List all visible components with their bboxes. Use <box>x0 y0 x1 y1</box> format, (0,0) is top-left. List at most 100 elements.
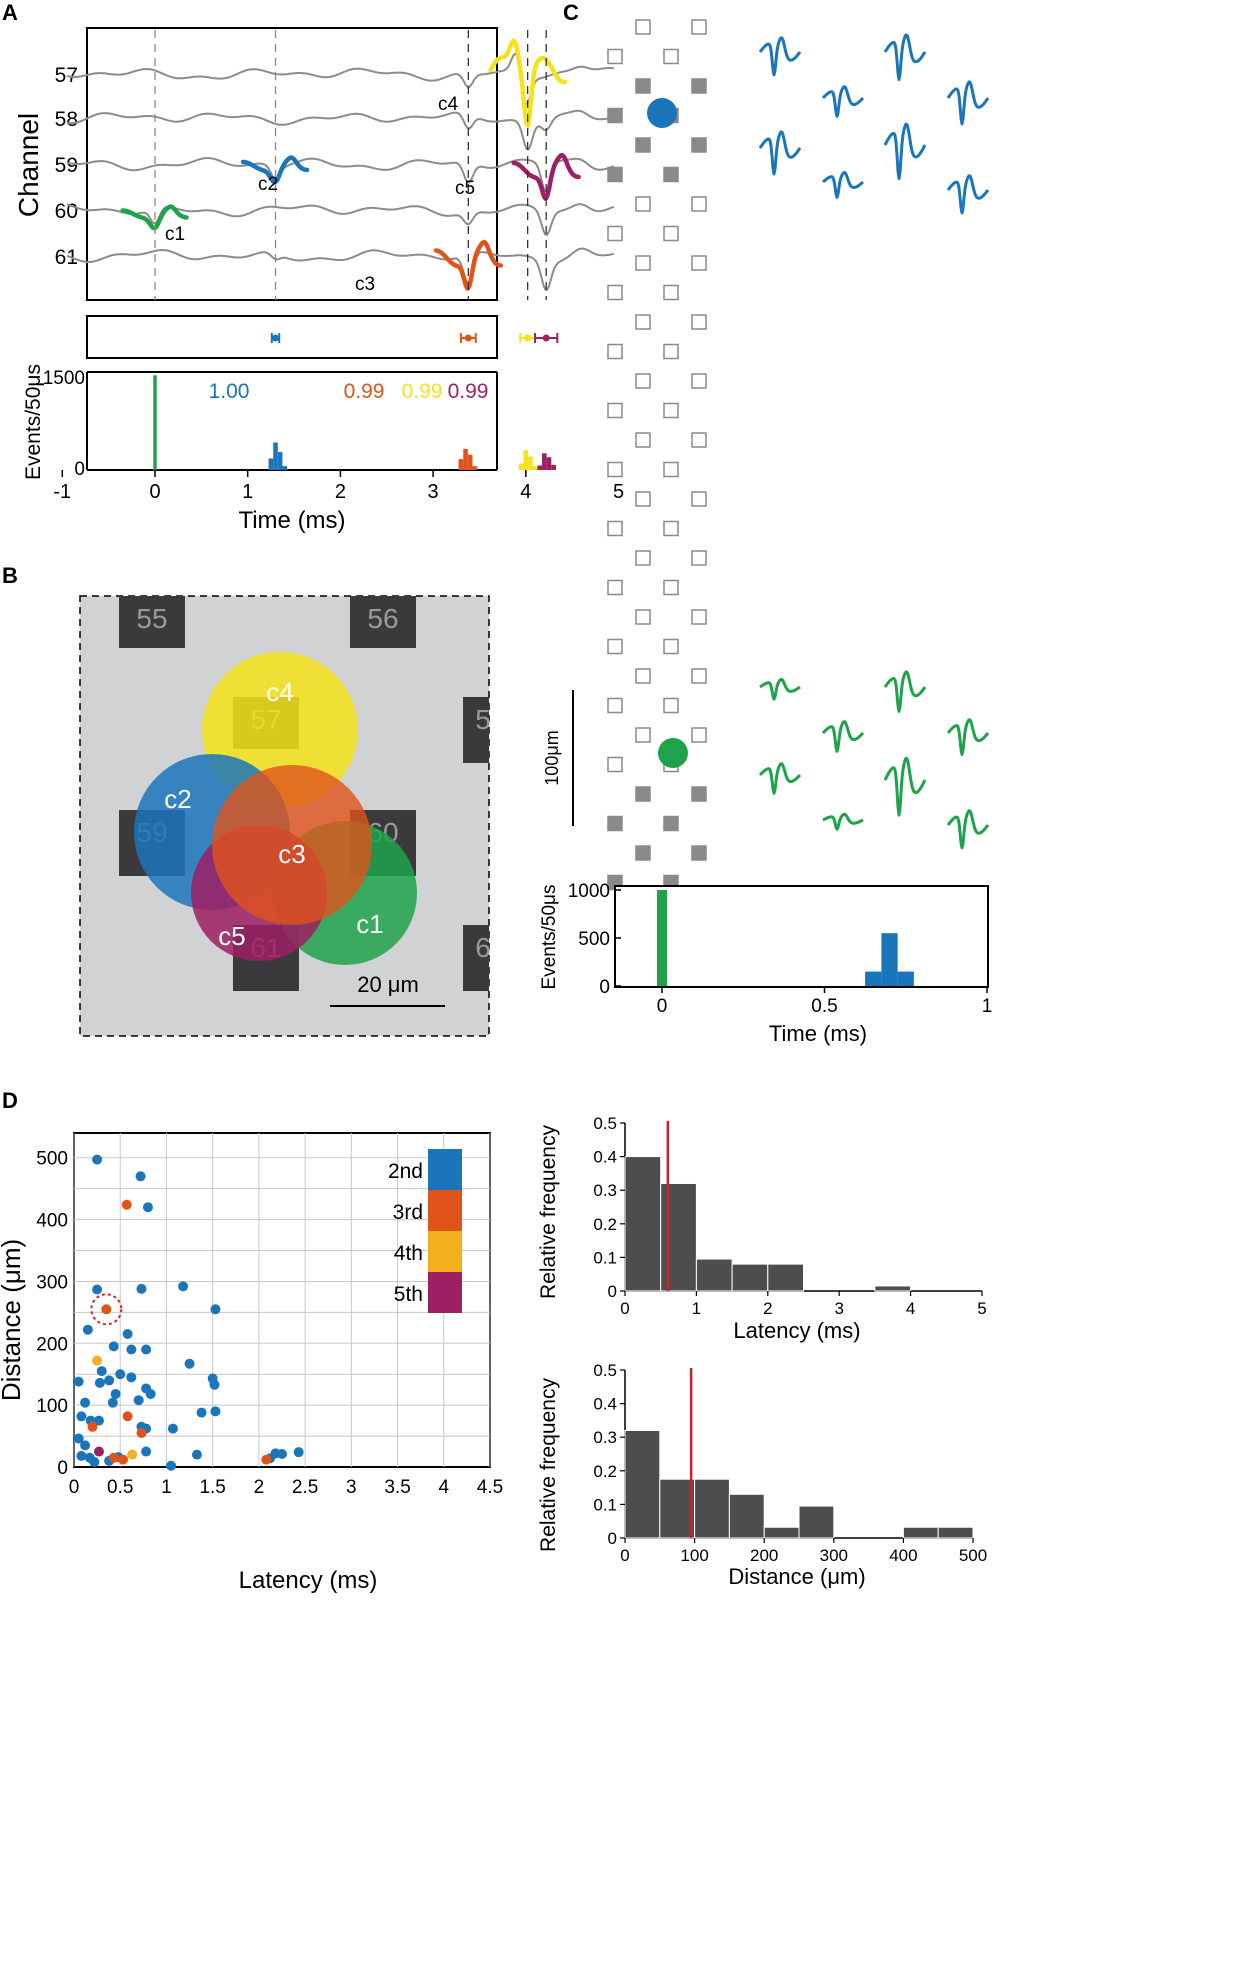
trace-channel-58 <box>66 109 614 151</box>
xtick-label: 5 <box>977 1299 986 1318</box>
probe-site <box>607 638 623 655</box>
channel-label-57: 57 <box>55 64 78 87</box>
green-waveform <box>822 812 864 831</box>
hist-bar-c5 <box>542 453 547 470</box>
errorbar-mean <box>464 334 472 342</box>
electrode-label: 55 <box>136 603 167 634</box>
probe-site <box>691 314 707 330</box>
probe-site <box>691 550 707 566</box>
scatter-point-2nd <box>191 1449 202 1460</box>
ytick-label: 0.2 <box>593 1462 617 1481</box>
probe-site <box>607 697 623 714</box>
hist-bar-c2 <box>273 442 278 470</box>
electrode-55 <box>119 596 185 648</box>
xtick-label: 3 <box>428 481 439 503</box>
probe-site <box>663 638 679 655</box>
green-waveform <box>759 677 801 701</box>
histogram-ylabel: Events/50μs <box>22 364 45 480</box>
hist-c-bar-green <box>657 890 667 986</box>
blue-soma-marker <box>647 98 677 128</box>
electrode-5 <box>463 697 489 763</box>
xtick-label: 4 <box>906 1299 915 1318</box>
highlight-circle <box>90 1293 123 1326</box>
ytick-label: 0 <box>608 1282 617 1301</box>
probe-site <box>691 196 707 212</box>
scatter-point-2nd <box>92 1154 103 1165</box>
scatter-point-2nd <box>96 1366 107 1377</box>
event-dashed-lines <box>154 30 547 300</box>
xtick-label: 2 <box>335 481 346 503</box>
cluster-circle-label: c5 <box>218 921 245 951</box>
probe-site <box>663 48 679 65</box>
hist-c-bar-blue <box>897 971 914 986</box>
probe-site-active <box>663 166 679 183</box>
panel-label-a: A <box>2 0 18 25</box>
legend-label-4th: 4th <box>394 1242 423 1265</box>
scatter-ylabel: Distance (μm) <box>0 1239 26 1401</box>
probe-site <box>663 225 679 242</box>
distance-histogram: 0 0.1 0.2 0.3 0.4 0.5 0 100 200 300 400 500 <box>593 1361 987 1565</box>
probe-site-active <box>635 786 651 802</box>
xtick-label: 4 <box>520 481 531 503</box>
green-waveform <box>946 718 990 756</box>
green-waveform <box>883 756 927 817</box>
trace-label-c4: c4 <box>438 94 459 115</box>
ytick-label: 0.5 <box>593 1114 617 1133</box>
scatter-point-3rd <box>117 1454 128 1465</box>
latency-distance-scatter: 0 0.5 1 1.5 2 2.5 3 3.5 4 4.5 0 100 200 300 400 500 <box>36 1132 503 1498</box>
probe-site <box>635 609 651 625</box>
panel-c-hist-ticks: 1000 500 0 0 0.5 1 <box>568 881 993 1017</box>
scatter-xtick: 0 <box>69 1477 80 1498</box>
scatter-point-2nd <box>108 1341 119 1352</box>
trace-label-c1: c1 <box>165 224 185 245</box>
latency-histogram: 0 0.1 0.2 0.3 0.4 0.5 0 1 2 3 4 5 <box>593 1114 986 1318</box>
scatter-point-2nd <box>122 1329 133 1340</box>
probe-site <box>607 520 623 537</box>
probe-site <box>691 609 707 625</box>
scatter-point-2nd <box>210 1406 221 1417</box>
hist-bar <box>624 1429 661 1539</box>
probe-site <box>607 402 623 419</box>
trace-label-c3: c3 <box>355 274 375 295</box>
ytick-label: 0.3 <box>593 1181 617 1200</box>
xtick-label: 200 <box>750 1546 778 1565</box>
scatter-point-2nd <box>133 1395 144 1406</box>
trace-channel-61 <box>66 247 615 292</box>
hist-bar-c2 <box>268 458 274 470</box>
panel-c-hist-xlabel: Time (ms) <box>769 1021 867 1046</box>
scalebar-20um-label: 20 μm <box>357 972 419 997</box>
probability-label: 0.99 <box>402 380 443 403</box>
hist-bar-c4 <box>523 450 529 470</box>
scatter-point-2nd <box>167 1423 178 1434</box>
hist-ytick-0: 0 <box>74 459 85 480</box>
channel-label-59: 59 <box>55 154 78 177</box>
probe-site <box>691 668 707 684</box>
xtick-label: -1 <box>53 481 71 503</box>
scatter-xtick: 3.5 <box>384 1477 410 1498</box>
xtick-label: 500 <box>959 1546 987 1565</box>
cluster-circle-label: c3 <box>278 839 305 869</box>
hist-bar-c4 <box>518 463 524 470</box>
ytick-label: 1000 <box>568 881 610 902</box>
electrode-56 <box>350 596 416 648</box>
blue-waveform <box>821 85 865 118</box>
scatter-point-2nd <box>196 1407 207 1418</box>
scatter-point-2nd <box>136 1283 147 1294</box>
scatter-ytick: 500 <box>36 1149 68 1170</box>
trace-cluster-labels: c1 c2 c3 c4 c5 <box>165 94 475 295</box>
hist-bar <box>624 1156 662 1292</box>
channel-label-60: 60 <box>55 200 78 223</box>
blue-waveform <box>883 33 927 81</box>
hist-bar <box>728 1493 765 1539</box>
ytick-label: 0.4 <box>593 1395 617 1414</box>
waveform-footprints <box>758 33 990 850</box>
probe-site-active <box>607 815 623 832</box>
blue-waveform <box>883 122 927 181</box>
probe-site <box>691 432 707 448</box>
probe-site <box>607 284 623 301</box>
green-waveform <box>821 720 865 753</box>
probe-site-active <box>635 78 651 94</box>
histogram-xticks: -1 0 1 2 3 4 5 <box>53 470 624 503</box>
probe-site <box>607 461 623 478</box>
latency-errorbar-frame <box>86 315 498 359</box>
